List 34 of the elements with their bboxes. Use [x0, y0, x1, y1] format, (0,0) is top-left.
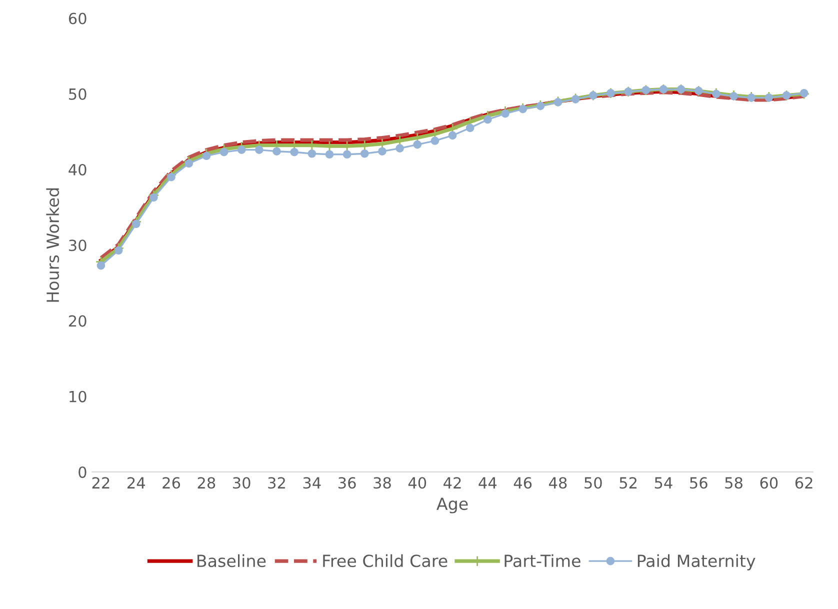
x-tick-label: 60: [760, 477, 778, 489]
y-axis-title: Hours Worked: [46, 188, 60, 302]
y-tick-label: 20: [69, 315, 86, 327]
legend-label: Part-Time: [504, 554, 580, 568]
y-tick-label: 10: [70, 390, 86, 402]
x-tick-label: 34: [303, 477, 321, 489]
x-tick-label: 48: [549, 477, 567, 489]
x-tick-label: 62: [795, 477, 812, 489]
y-tick-label: 40: [68, 164, 86, 176]
y-tick-label: 0: [78, 466, 86, 478]
x-tick-label: 32: [268, 477, 285, 489]
x-tick-label: 36: [338, 477, 356, 489]
x-tick-label: 42: [444, 477, 461, 488]
x-tick-label: 28: [198, 477, 216, 489]
x-tick-label: 44: [478, 477, 497, 488]
x-tick-label: 52: [620, 477, 636, 489]
x-tick-label: 22: [92, 477, 110, 488]
x-tick-label: 30: [233, 477, 250, 489]
x-tick-label: 54: [654, 477, 672, 489]
legend-label: Paid Maternity: [638, 554, 756, 570]
x-tick-label: 38: [374, 477, 391, 489]
y-tick-label: 60: [68, 12, 86, 24]
x-tick-label: 46: [514, 477, 532, 489]
x-tick-label: 56: [690, 477, 708, 489]
x-tick-label: 26: [162, 477, 180, 489]
legend-label: Baseline: [198, 554, 266, 568]
x-tick-label: 40: [408, 477, 426, 489]
x-axis-title: Age: [436, 498, 468, 514]
y-tick-label: 30: [69, 240, 86, 252]
x-tick-label: 58: [725, 477, 742, 489]
legend-label: Free Child Care: [323, 554, 448, 568]
x-tick-label: 50: [584, 477, 602, 489]
y-tick-label: 50: [69, 88, 86, 100]
x-tick-label: 24: [128, 477, 145, 488]
